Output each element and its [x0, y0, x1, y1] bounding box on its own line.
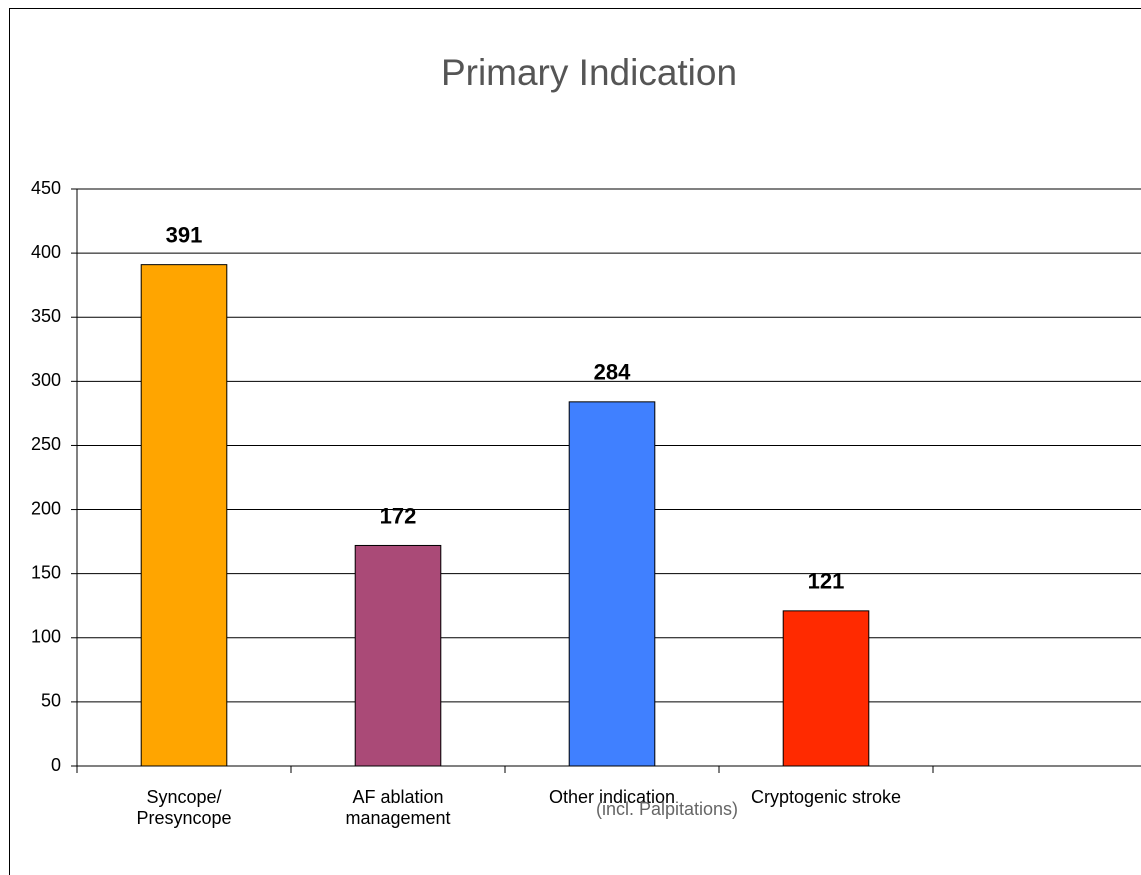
y-tick-label: 250: [31, 434, 61, 454]
y-tick-label: 300: [31, 370, 61, 390]
y-tick-label: 200: [31, 498, 61, 518]
x-tick-label: Other indication: [548, 787, 676, 807]
y-tick-label: 150: [31, 562, 61, 582]
y-tick-label: 100: [31, 627, 61, 647]
chart-title: Primary Indication: [441, 52, 737, 93]
x-tick-label: Cryptogenic stroke: [750, 787, 902, 807]
bar: [782, 610, 870, 767]
bar: [354, 544, 442, 767]
x-tick-label: AF ablation management: [345, 787, 451, 828]
x-tick-label: Syncope/ Presyncope: [136, 787, 232, 828]
data-label: 391: [166, 222, 203, 247]
category-note: (incl. Palpitations): [595, 799, 739, 819]
bar: [140, 264, 228, 767]
data-label: 172: [380, 503, 417, 528]
data-label: 121: [808, 569, 845, 594]
y-tick-label: 350: [31, 306, 61, 326]
bar: [568, 401, 656, 767]
frame: [9, 8, 1141, 875]
y-tick-label: 0: [51, 755, 61, 775]
y-tick-label: 50: [41, 691, 61, 711]
data-label: 284: [594, 360, 631, 385]
y-tick-label: 400: [31, 242, 61, 262]
y-tick-label: 450: [31, 178, 61, 198]
